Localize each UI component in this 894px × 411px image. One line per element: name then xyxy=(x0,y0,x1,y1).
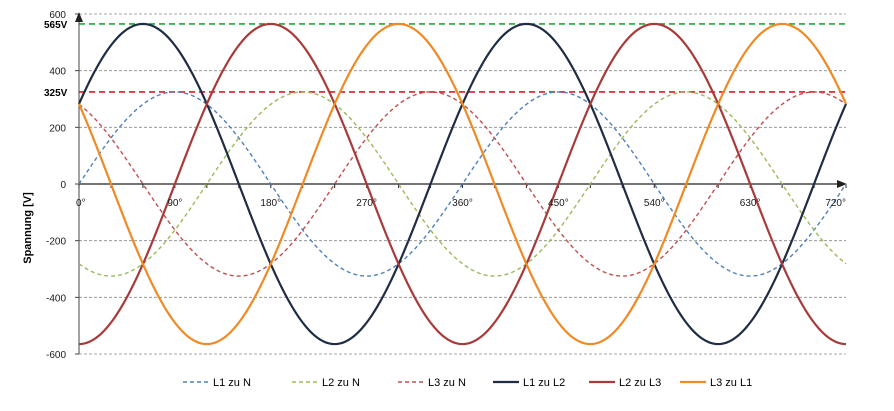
x-tick-label: 270° xyxy=(356,198,377,209)
series-line xyxy=(77,22,848,346)
y-tick-label: -600 xyxy=(46,350,66,361)
reference-lines xyxy=(79,23,846,93)
legend: L1 zu N L2 zu N L3 zu N L1 zu L2 L2 zu L3 L3 … xyxy=(183,377,752,389)
x-tick-label: 180° xyxy=(260,198,281,209)
legend-label: L1 zu N xyxy=(213,377,251,389)
x-axis-arrow xyxy=(837,180,847,188)
series-layer xyxy=(77,22,848,346)
legend-label: L2 zu N xyxy=(322,377,360,389)
legend-label: L3 zu N xyxy=(428,377,466,389)
x-tick-label: 450° xyxy=(548,198,569,209)
legend-label: L3 zu L1 xyxy=(710,377,752,389)
y-axis-label: Spannung [V] xyxy=(22,192,34,264)
y-tick-label: -200 xyxy=(46,237,66,248)
series-line xyxy=(78,91,847,277)
reference-label: 325V xyxy=(44,88,68,99)
y-tick-label: -400 xyxy=(46,293,66,304)
y-tick-label: 600 xyxy=(49,10,66,21)
y-tick-label: 0 xyxy=(60,180,66,191)
x-tick-label: 90° xyxy=(167,198,182,209)
x-tick-label: 0° xyxy=(76,198,86,209)
x-tick-label: 540° xyxy=(644,198,665,209)
x-tick-label: 720° xyxy=(825,198,846,209)
tick-labels: 565V 325V -600 -400 -200 0 200 400 600 0° 90° 180° 2… xyxy=(44,10,846,361)
x-tick-label: 630° xyxy=(740,198,761,209)
reference-label: 565V xyxy=(44,20,68,31)
legend-label: L2 zu L3 xyxy=(619,377,661,389)
grid-layer xyxy=(79,13,846,355)
x-tick-label: 360° xyxy=(452,198,473,209)
axes xyxy=(75,12,847,355)
y-axis-arrow xyxy=(75,12,83,22)
series-line xyxy=(78,91,847,277)
y-tick-label: 200 xyxy=(49,123,66,134)
legend-label: L1 zu L2 xyxy=(523,377,565,389)
y-tick-label: 400 xyxy=(49,67,66,78)
